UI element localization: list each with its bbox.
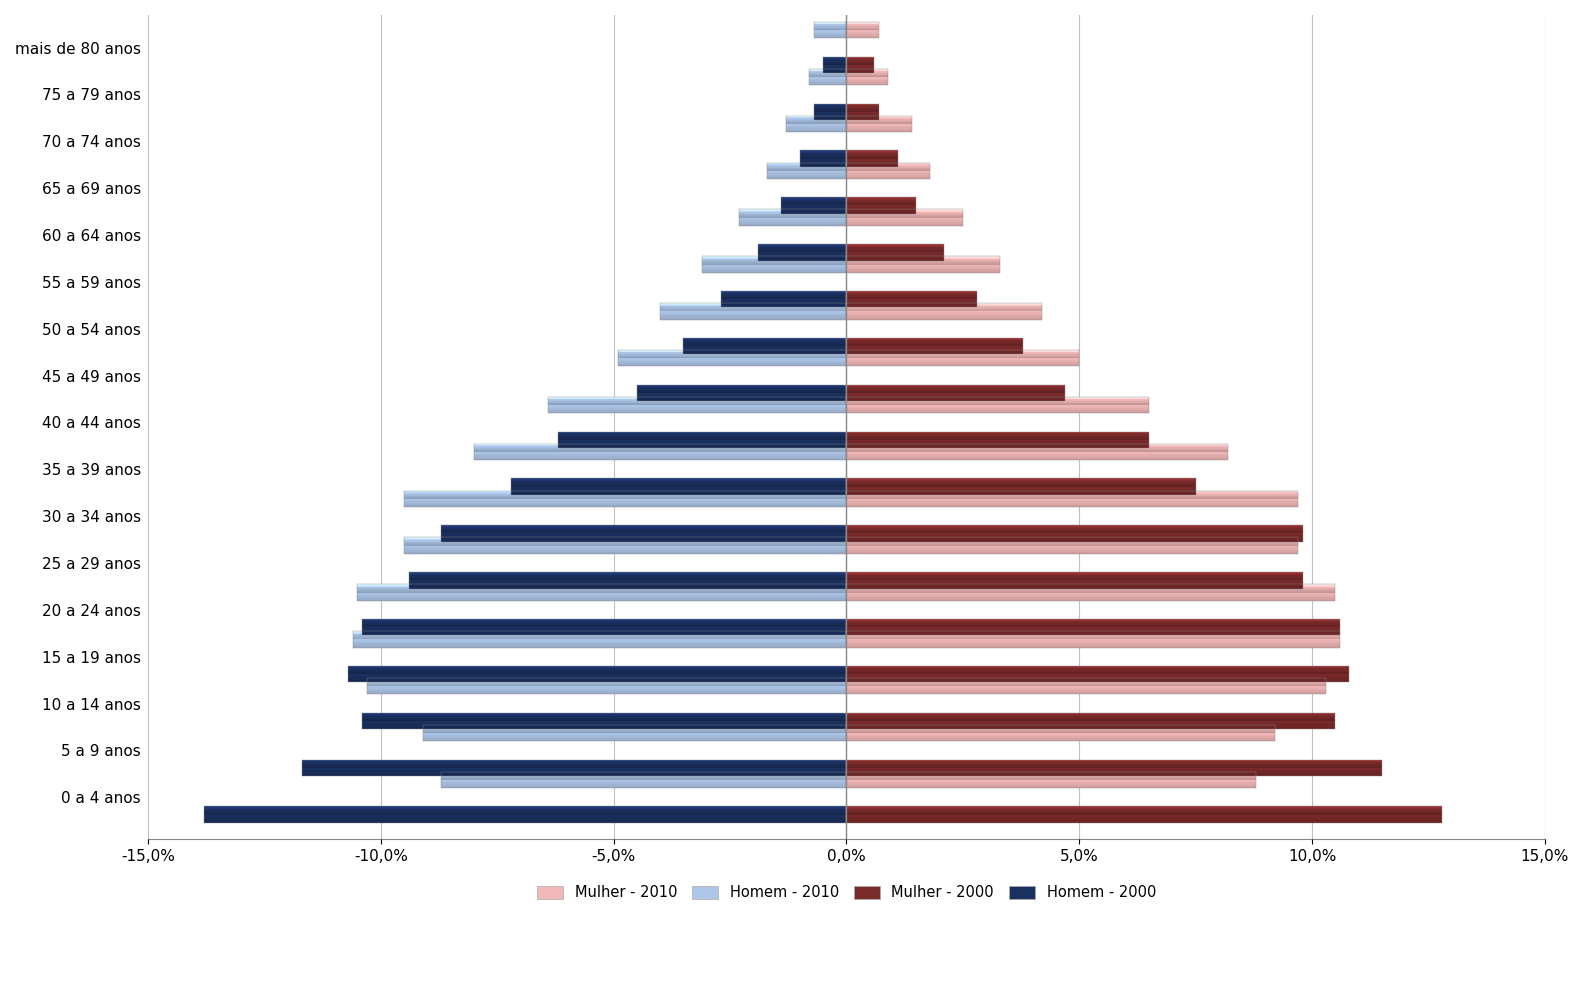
Bar (846, 631, 1340, 647)
Bar (781, 197, 846, 214)
Bar (846, 771, 1256, 788)
Bar (846, 444, 1228, 461)
Bar (367, 678, 846, 695)
Bar (740, 210, 846, 226)
Bar (786, 116, 846, 132)
Bar (757, 244, 846, 261)
Bar (683, 338, 846, 354)
Bar (814, 22, 846, 38)
Bar (409, 572, 846, 588)
Bar (442, 525, 846, 541)
Bar (846, 338, 1023, 354)
Bar (846, 22, 879, 38)
Bar (404, 537, 846, 554)
Bar (846, 162, 930, 179)
Bar (363, 712, 846, 729)
Bar (846, 725, 1275, 741)
Bar (846, 116, 911, 132)
Bar (846, 584, 1335, 600)
Bar (846, 397, 1148, 413)
Bar (846, 103, 879, 120)
Bar (846, 525, 1302, 541)
Legend: Mulher - 2010, Homem - 2010, Mulher - 2000, Homem - 2000: Mulher - 2010, Homem - 2010, Mulher - 20… (531, 880, 1161, 906)
Bar (846, 537, 1297, 554)
Bar (846, 256, 1000, 273)
Bar (618, 350, 846, 366)
Bar (824, 57, 846, 73)
Bar (846, 350, 1079, 366)
Bar (442, 771, 846, 788)
Bar (846, 678, 1326, 695)
Bar (423, 725, 846, 741)
Bar (809, 69, 846, 86)
Bar (512, 478, 846, 495)
Bar (846, 197, 916, 214)
Bar (301, 760, 846, 776)
Bar (846, 712, 1335, 729)
Bar (846, 572, 1302, 588)
Bar (358, 584, 846, 600)
Bar (548, 397, 846, 413)
Bar (353, 631, 846, 647)
Bar (846, 385, 1064, 401)
Bar (800, 151, 846, 167)
Bar (846, 69, 889, 86)
Bar (404, 491, 846, 507)
Bar (846, 666, 1350, 682)
Bar (363, 619, 846, 636)
Bar (558, 432, 846, 448)
Bar (846, 807, 1443, 823)
Bar (661, 303, 846, 320)
Bar (846, 432, 1148, 448)
Bar (204, 807, 846, 823)
Bar (846, 491, 1297, 507)
Bar (846, 760, 1381, 776)
Bar (846, 619, 1340, 636)
Bar (846, 57, 874, 73)
Bar (846, 478, 1196, 495)
Bar (702, 256, 846, 273)
Bar (637, 385, 846, 401)
Bar (846, 151, 898, 167)
Bar (846, 291, 977, 307)
Bar (348, 666, 846, 682)
Bar (767, 162, 846, 179)
Bar (846, 210, 963, 226)
Bar (474, 444, 846, 461)
Bar (846, 244, 944, 261)
Bar (846, 303, 1042, 320)
Bar (814, 103, 846, 120)
Bar (721, 291, 846, 307)
